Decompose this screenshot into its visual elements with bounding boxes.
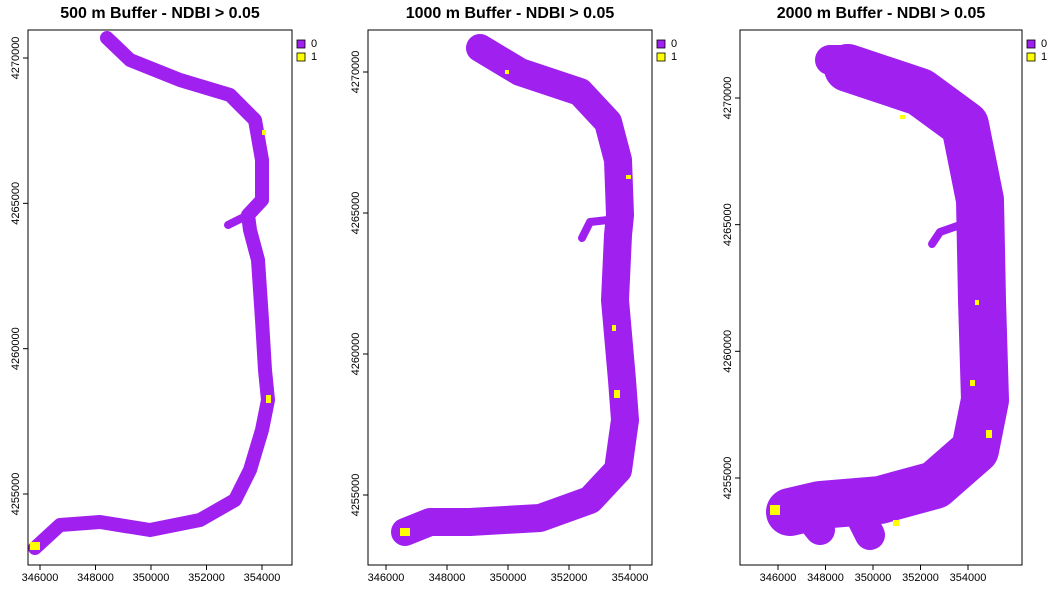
y-tick-label: 4270000 (10, 37, 22, 80)
raster-500 (28, 31, 275, 555)
y-tick-label: 4260000 (350, 333, 362, 376)
y-tick-label: 4265000 (722, 203, 734, 246)
y-tick-label: 4270000 (722, 77, 734, 120)
legend-label: 1 (1041, 51, 1047, 63)
y-tick-label: 4260000 (10, 327, 22, 370)
plot-frame (27, 29, 293, 566)
legend-swatch (296, 39, 306, 49)
panel-title: 1000 m Buffer - NDBI > 0.05 (406, 5, 615, 22)
legend-label: 0 (671, 38, 677, 50)
x-tick-label: 348000 (807, 572, 844, 584)
plot-frame (739, 29, 1023, 566)
legend-label: 1 (311, 51, 317, 63)
built-area (975, 300, 979, 305)
legend-swatch (1026, 39, 1036, 49)
x-tick-label: 352000 (902, 572, 939, 584)
x-tick-label: 348000 (77, 572, 114, 584)
x-tick-label: 354000 (612, 572, 649, 584)
buffer-area (578, 216, 612, 242)
built-area (266, 395, 271, 403)
built-area (893, 520, 899, 526)
raster-2000 (766, 44, 1009, 550)
x-tick-label: 354000 (950, 572, 987, 584)
buffer-area (28, 31, 275, 555)
y-tick-label: 4255000 (10, 473, 22, 516)
legend-label: 0 (1041, 38, 1047, 50)
buffer-area (785, 45, 885, 550)
x-tick-label: 350000 (133, 572, 170, 584)
panel-title: 500 m Buffer - NDBI > 0.05 (60, 5, 260, 22)
panel-title: 2000 m Buffer - NDBI > 0.05 (777, 5, 986, 22)
legend-label: 1 (671, 51, 677, 63)
legend-swatch (656, 39, 666, 49)
built-area (900, 115, 905, 119)
x-tick-label: 350000 (855, 572, 892, 584)
y-tick-label: 4255000 (350, 474, 362, 517)
buffer-area (224, 211, 252, 229)
legend-swatch (1026, 52, 1036, 62)
buffer-area (391, 34, 639, 546)
raster-1000 (391, 34, 639, 546)
legend-label: 0 (311, 38, 317, 50)
plot-frame (367, 29, 653, 566)
x-tick-label: 352000 (188, 572, 225, 584)
x-tick-label: 350000 (490, 572, 527, 584)
x-tick-label: 352000 (551, 572, 588, 584)
y-tick-label: 4260000 (722, 330, 734, 373)
built-area (770, 505, 780, 515)
y-tick-label: 4255000 (722, 457, 734, 500)
x-tick-label: 348000 (429, 572, 466, 584)
y-tick-label: 4265000 (350, 192, 362, 235)
built-area (262, 130, 266, 135)
built-area (30, 542, 40, 550)
legend-swatch (656, 52, 666, 62)
x-tick-label: 346000 (760, 572, 797, 584)
built-area (612, 325, 616, 331)
y-tick-label: 4270000 (350, 51, 362, 94)
built-area (400, 528, 410, 536)
x-tick-label: 346000 (22, 572, 59, 584)
x-tick-label: 354000 (244, 572, 281, 584)
legend-swatch (296, 52, 306, 62)
built-area (626, 175, 631, 179)
built-area (505, 70, 509, 74)
x-tick-label: 346000 (368, 572, 405, 584)
buffer-area (928, 221, 964, 248)
built-area (614, 390, 620, 398)
built-area (970, 380, 975, 386)
y-tick-label: 4265000 (10, 182, 22, 225)
built-area (986, 430, 992, 438)
buffer-area (766, 44, 1009, 536)
